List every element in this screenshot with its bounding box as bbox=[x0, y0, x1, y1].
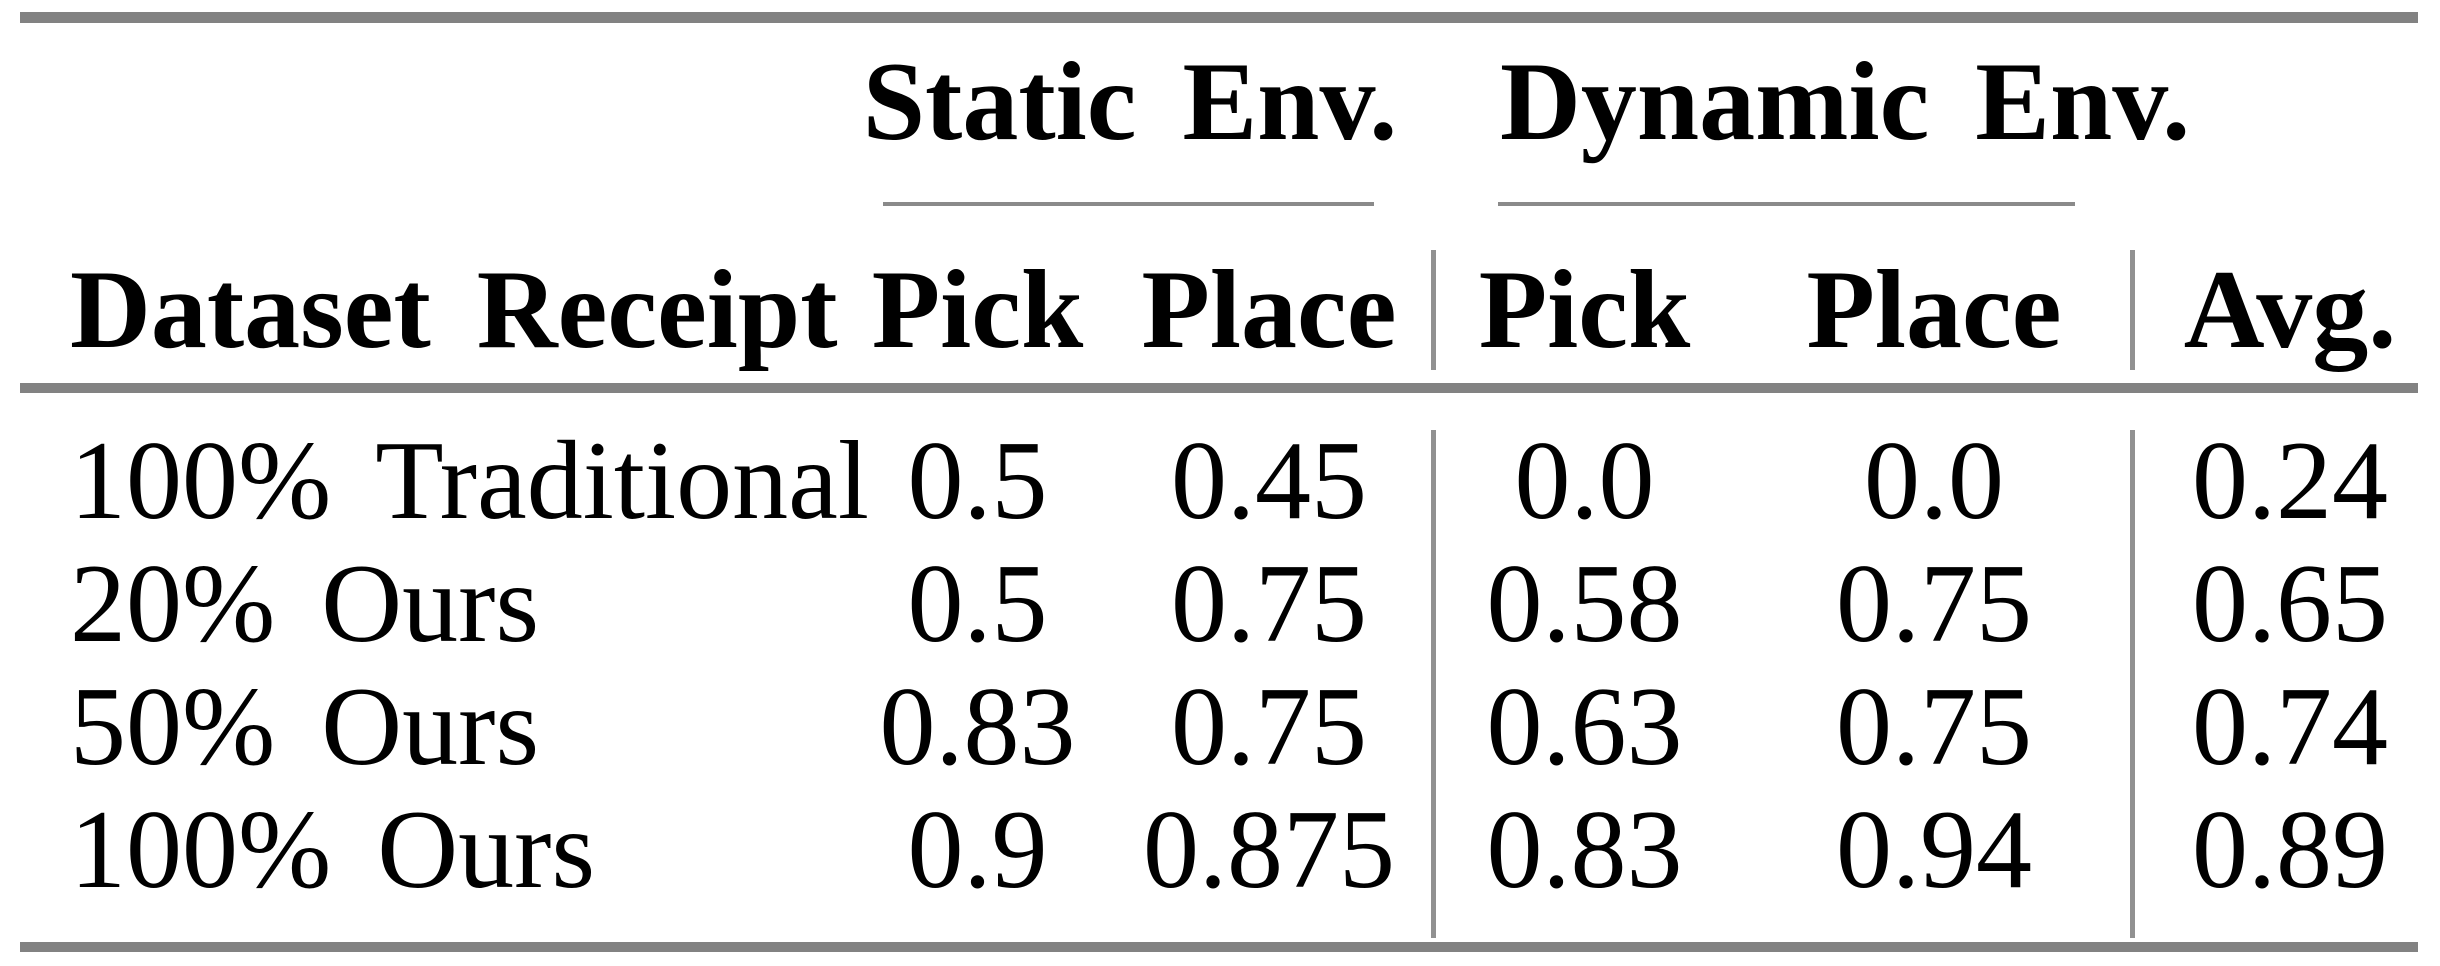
table-cell: 0.65 bbox=[2192, 542, 2388, 666]
table-cell: 0.74 bbox=[2192, 665, 2388, 789]
vertical-rule-dynamic-avg-header bbox=[2130, 250, 2135, 370]
table-cell: 0.24 bbox=[2192, 419, 2388, 543]
col-header-dynamic-place: Place bbox=[1806, 248, 2062, 372]
table-cell: 0.75 bbox=[1171, 542, 1367, 666]
table-cell: 0.5 bbox=[907, 542, 1048, 666]
table-cell: 0.75 bbox=[1836, 665, 2032, 789]
table-cell: 0.9 bbox=[907, 788, 1048, 912]
col-header-dynamic-pick: Pick bbox=[1478, 248, 1691, 372]
table-cell: 0.63 bbox=[1486, 665, 1683, 789]
table-cell: 0.0 bbox=[1514, 419, 1655, 543]
col-header-dataset-receipt: Dataset Receipt bbox=[70, 248, 838, 372]
table-header-rule bbox=[20, 383, 2418, 393]
col-header-static-place: Place bbox=[1141, 248, 1397, 372]
table-cell: 0.83 bbox=[879, 665, 1076, 789]
table-cell: 0.45 bbox=[1171, 419, 1367, 543]
col-header-static-pick: Pick bbox=[871, 248, 1084, 372]
group-header-static-env: Static Env. bbox=[862, 40, 1398, 164]
dynamic-env-underline bbox=[1498, 202, 2075, 206]
table-cell: 0.83 bbox=[1486, 788, 1683, 912]
table-cell: 0.75 bbox=[1836, 542, 2032, 666]
table-cell: 0.58 bbox=[1486, 542, 1683, 666]
row-label: 50% Ours bbox=[70, 665, 540, 789]
table-cell: 0.75 bbox=[1171, 665, 1367, 789]
table-cell: 0.89 bbox=[2192, 788, 2388, 912]
vertical-rule-static-dynamic-body bbox=[1431, 430, 1436, 938]
row-label: 100% Traditional bbox=[70, 419, 869, 543]
static-env-underline bbox=[883, 202, 1374, 206]
table-cell: 0.0 bbox=[1864, 419, 2004, 543]
col-header-avg: Avg. bbox=[2183, 248, 2397, 372]
table-bottom-rule bbox=[20, 942, 2418, 952]
table-cell: 0.94 bbox=[1836, 788, 2032, 912]
table-cell: 0.5 bbox=[907, 419, 1048, 543]
vertical-rule-dynamic-avg-body bbox=[2130, 430, 2135, 938]
table-cell: 0.875 bbox=[1143, 788, 1395, 912]
row-label: 100% Ours bbox=[70, 788, 596, 912]
table-top-rule bbox=[20, 12, 2418, 23]
vertical-rule-static-dynamic-header bbox=[1431, 250, 1436, 370]
group-header-dynamic-env: Dynamic Env. bbox=[1500, 40, 2191, 164]
row-label: 20% Ours bbox=[70, 542, 540, 666]
